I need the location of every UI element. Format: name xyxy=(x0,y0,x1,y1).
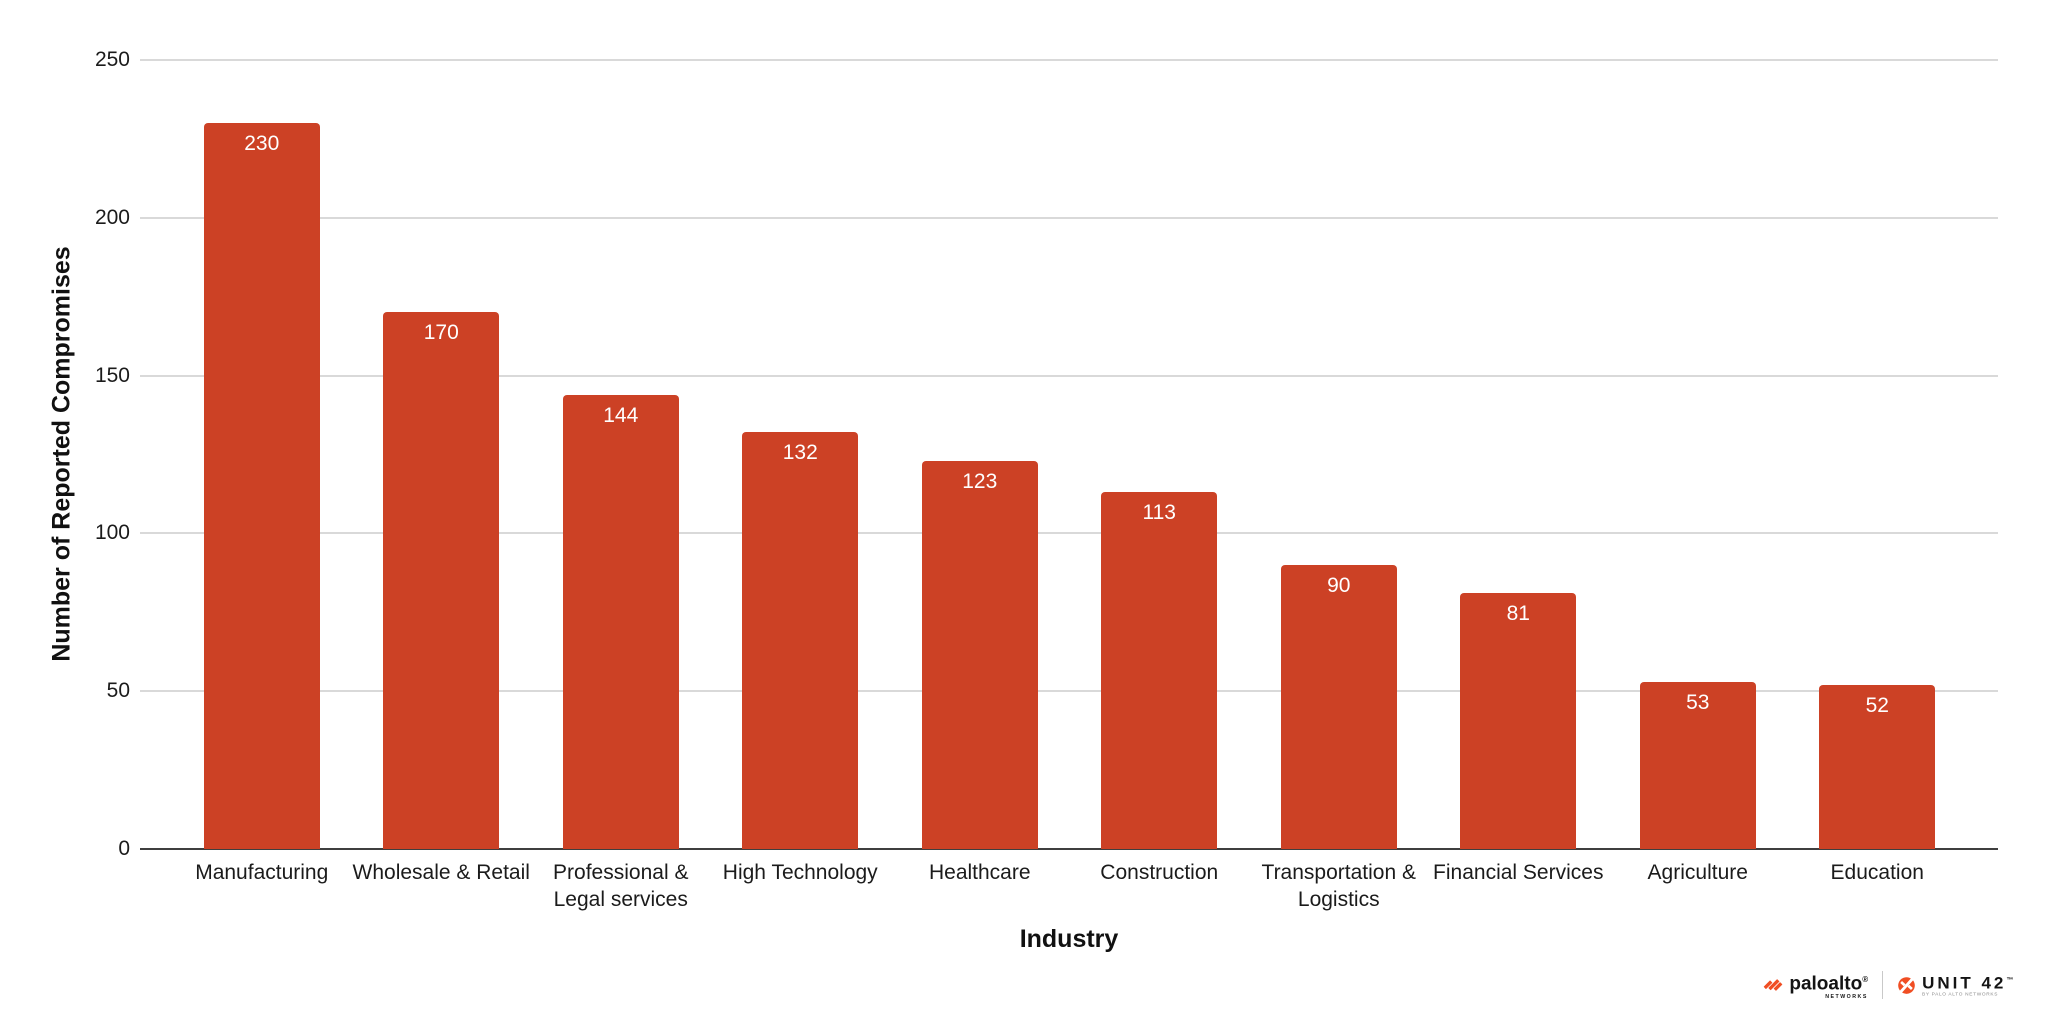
bar-financial-services: 81 xyxy=(1460,593,1577,849)
gridline-50 xyxy=(140,690,1998,693)
y-tick-label-100: 100 xyxy=(94,521,130,545)
bar-healthcare: 123 xyxy=(921,460,1038,849)
x-tick-label: High Technology xyxy=(722,861,878,884)
x-axis-line xyxy=(140,848,1998,850)
bar-value-label: 123 xyxy=(962,469,998,493)
y-tick-label-0: 0 xyxy=(118,837,130,860)
x-tick-label: Financial Services xyxy=(1433,861,1604,884)
bar-construction: 113 xyxy=(1101,492,1218,849)
bar-value-label: 230 xyxy=(244,132,280,156)
y-axis-title: Number of Reported Compromises xyxy=(47,246,76,662)
bar-value-label: 52 xyxy=(1865,693,1889,717)
bar-professional-legal-services: 144 xyxy=(562,394,679,849)
x-tick-label: Education xyxy=(1830,861,1924,884)
gridline-250 xyxy=(140,59,1998,61)
x-tick-label: Manufacturing xyxy=(195,861,329,884)
unit42-logo: UNIT 42™ BY PALO ALTO NETWORKS xyxy=(1897,972,2034,1000)
bar-value-label: 113 xyxy=(1142,501,1176,525)
paloalto-logo: paloalto® NETWORKS xyxy=(1763,970,1868,1001)
y-tick-label-250: 250 xyxy=(94,48,130,71)
brand-footer: paloalto® NETWORKS UNIT 42™ BY PALO ALTO… xyxy=(1763,970,2034,1001)
bar-high-technology: 132 xyxy=(742,432,859,849)
x-tick-label: Healthcare xyxy=(928,861,1031,884)
y-tick-label-200: 200 xyxy=(94,205,130,229)
bar-agriculture: 53 xyxy=(1639,681,1756,849)
y-tick-label-150: 150 xyxy=(94,363,130,387)
gridline-200 xyxy=(140,216,1998,219)
gridline-100 xyxy=(140,532,1998,535)
x-tick-label: Wholesale & Retail xyxy=(352,861,530,884)
x-tick-label: Construction xyxy=(1100,861,1219,884)
unit42-wordmark: UNIT 42™ xyxy=(1922,973,2014,993)
bar-manufacturing: 230 xyxy=(203,123,320,849)
bar-value-label: 170 xyxy=(423,321,459,345)
x-tick-label: Agriculture xyxy=(1647,861,1748,884)
bar-value-label: 53 xyxy=(1686,690,1710,714)
x-axis-title: Industry xyxy=(1019,925,1119,953)
bar-education: 52 xyxy=(1819,684,1936,849)
brand-divider xyxy=(1882,971,1884,1000)
bar-wholesale-retail: 170 xyxy=(383,312,500,849)
paloalto-wordmark: paloalto® xyxy=(1789,973,1869,994)
bar-value-label: 132 xyxy=(782,441,818,465)
x-tick-label: Professional & Legal services xyxy=(553,861,689,911)
bar-value-label: 144 xyxy=(603,403,639,427)
bar-value-label: 90 xyxy=(1327,573,1351,597)
paloalto-networks-label: NETWORKS xyxy=(1825,994,1869,1000)
unit42-circle-slash-icon xyxy=(1898,976,1916,995)
gridline-150 xyxy=(140,374,1998,377)
bar-transportation-logistics: 90 xyxy=(1280,564,1397,849)
unit42-sub-label: BY PALO ALTO NETWORKS xyxy=(1922,992,1999,997)
bar-value-label: 81 xyxy=(1506,602,1530,626)
x-tick-label: Transportation & Logistics xyxy=(1261,861,1416,911)
paloalto-slashes-icon xyxy=(1764,979,1783,992)
y-tick-label-50: 50 xyxy=(106,679,130,703)
